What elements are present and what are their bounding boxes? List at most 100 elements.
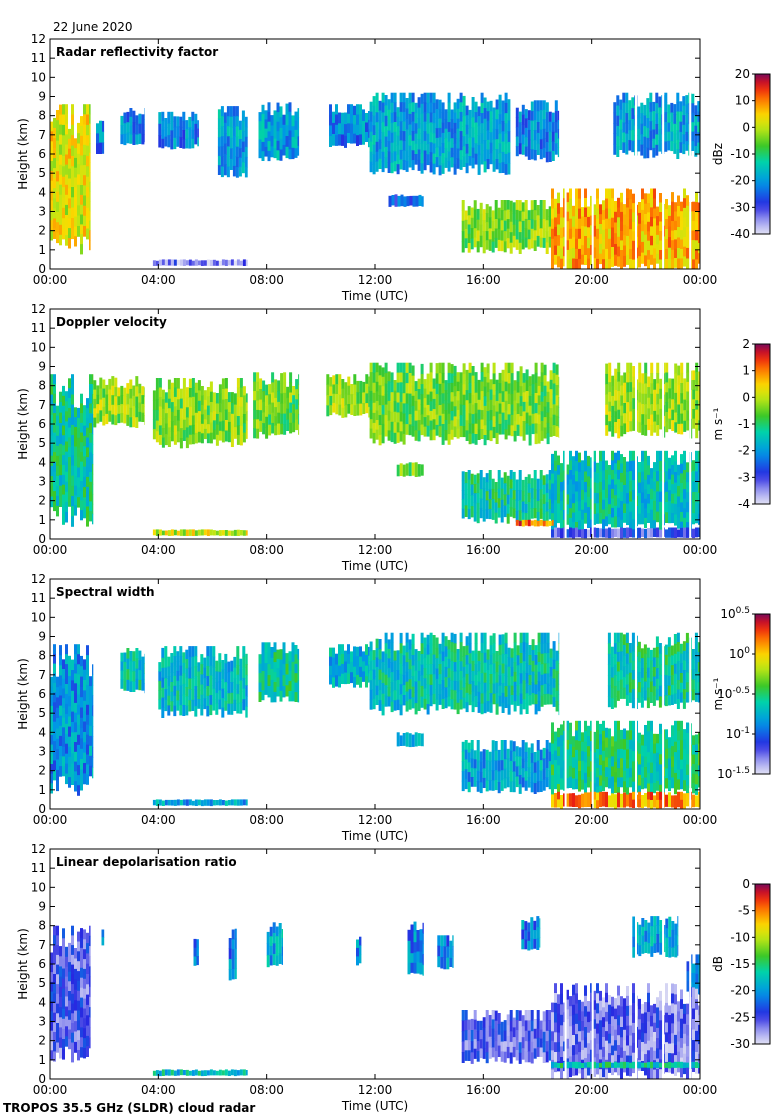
data-cell xyxy=(86,516,89,527)
data-cell xyxy=(599,502,602,514)
data-cell xyxy=(549,648,553,659)
data-cell xyxy=(420,113,424,125)
data-cell xyxy=(126,393,130,405)
data-cell xyxy=(423,637,427,649)
data-cell xyxy=(444,677,448,688)
data-cell xyxy=(62,756,65,767)
data-cell xyxy=(644,362,648,374)
data-cell xyxy=(542,209,546,220)
data-cell xyxy=(495,109,499,120)
data-cell xyxy=(584,512,587,524)
data-cell xyxy=(628,100,632,111)
data-cell xyxy=(512,751,516,762)
data-cell xyxy=(426,415,430,427)
data-cell xyxy=(501,663,505,674)
data-cell xyxy=(605,228,608,240)
data-cell xyxy=(68,398,71,409)
data-cell xyxy=(206,433,210,444)
data-cell xyxy=(486,411,490,422)
data-cell xyxy=(498,123,502,135)
data-cell xyxy=(665,450,668,462)
data-cell xyxy=(504,654,508,666)
data-cell xyxy=(625,674,629,686)
data-cell xyxy=(617,256,620,267)
data-cell xyxy=(206,387,210,397)
data-cell xyxy=(368,396,370,408)
data-cell xyxy=(620,425,624,437)
data-cell xyxy=(554,226,557,237)
data-cell xyxy=(381,122,385,133)
data-cell xyxy=(245,429,248,439)
data-cell xyxy=(671,484,674,495)
data-cell xyxy=(489,399,493,411)
data-cell xyxy=(155,388,159,400)
data-cell xyxy=(643,115,647,127)
data-cell xyxy=(203,409,207,420)
data-cell xyxy=(488,470,492,481)
data-cell xyxy=(71,166,74,178)
data-cell xyxy=(619,651,623,662)
data-cell xyxy=(86,228,89,240)
data-cell xyxy=(270,115,274,126)
data-cell xyxy=(465,673,469,684)
data-cell xyxy=(462,95,466,107)
data-cell xyxy=(644,460,647,471)
data-cell xyxy=(158,434,162,445)
data-cell xyxy=(658,653,662,665)
data-cell xyxy=(384,115,388,127)
data-cell xyxy=(197,380,201,391)
data-cell xyxy=(456,400,460,411)
data-cell xyxy=(683,227,686,238)
data-cell xyxy=(625,133,629,145)
data-cell xyxy=(173,705,177,717)
data-cell xyxy=(173,378,177,388)
data-cell xyxy=(191,689,195,701)
data-cell xyxy=(238,139,242,149)
data-cell xyxy=(655,144,659,156)
x-tick-label: 00:00 xyxy=(683,273,718,287)
data-cell xyxy=(188,397,192,408)
data-cell xyxy=(256,409,260,420)
data-cell xyxy=(697,101,700,112)
data-cell xyxy=(503,472,507,484)
data-cell xyxy=(694,146,698,157)
data-cell xyxy=(536,225,540,237)
data-cell xyxy=(476,230,480,242)
data-cell xyxy=(194,382,198,394)
data-cell xyxy=(605,188,608,200)
data-cell xyxy=(671,409,675,421)
data-cell xyxy=(74,417,77,428)
data-cell xyxy=(450,382,454,393)
data-cell xyxy=(632,419,636,431)
data-cell xyxy=(488,479,492,490)
data-cell xyxy=(641,450,644,462)
data-cell xyxy=(500,220,504,231)
data-cell xyxy=(111,385,115,396)
data-cell xyxy=(620,491,623,502)
data-cell xyxy=(56,405,59,417)
data-cell xyxy=(605,497,608,508)
data-cell xyxy=(611,498,614,509)
data-cell xyxy=(518,520,522,527)
data-cell xyxy=(474,122,478,134)
data-cell xyxy=(80,451,83,463)
data-cell xyxy=(489,100,493,112)
data-cell xyxy=(516,371,520,383)
data-cell xyxy=(387,391,391,402)
data-cell xyxy=(557,455,560,466)
data-cell xyxy=(524,504,528,514)
data-cell xyxy=(120,395,124,405)
data-cell xyxy=(353,105,356,116)
data-cell xyxy=(599,528,602,538)
data-cell xyxy=(572,493,575,504)
data-cell xyxy=(456,428,460,439)
data-cell xyxy=(668,501,671,513)
data-cell xyxy=(264,684,268,695)
data-cell xyxy=(197,400,201,412)
data-cell xyxy=(692,470,695,482)
data-cell xyxy=(217,165,221,175)
data-cell xyxy=(341,379,345,390)
data-cell xyxy=(459,140,463,151)
data-cell xyxy=(347,376,351,387)
data-cell xyxy=(245,696,248,708)
